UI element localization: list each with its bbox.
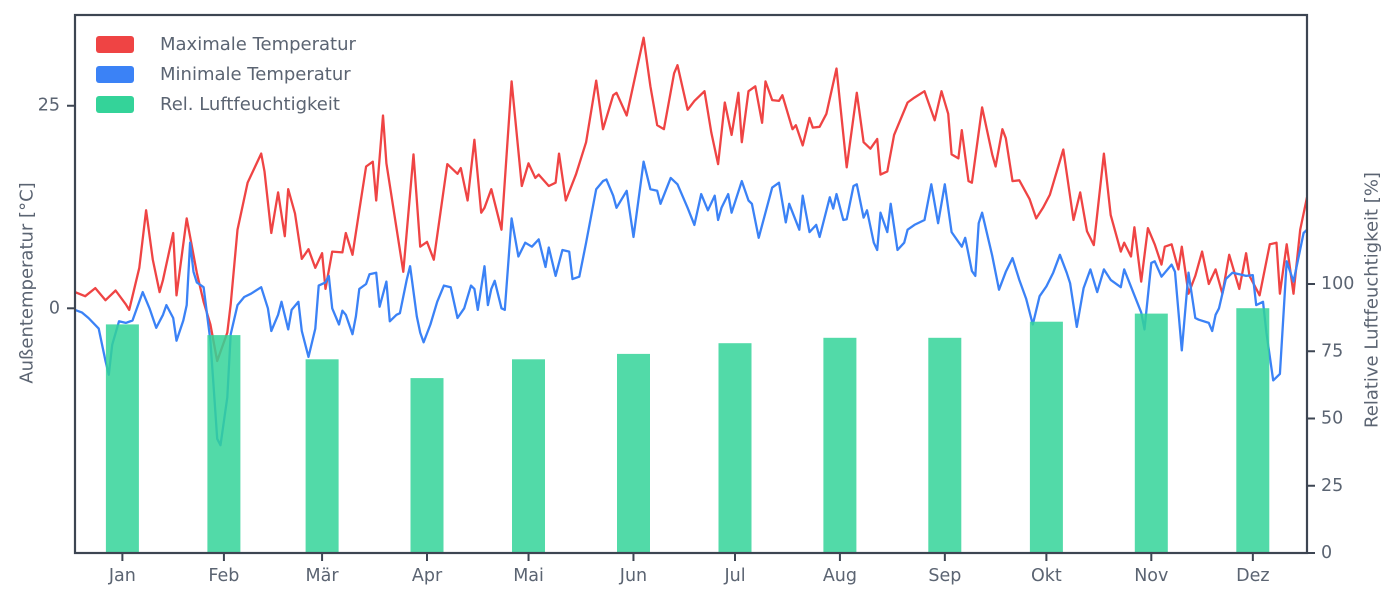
x-tick-label: Mär [306,566,340,586]
legend-label-min-temp: Minimale Temperatur [160,64,351,85]
x-tick-label: Okt [1031,566,1062,586]
x-tick-label: Sep [928,566,961,586]
max-temp-line [75,36,1307,363]
legend-item-max-temp: Maximale Temperatur [96,34,356,55]
right-tick-label: 100 [1321,274,1354,294]
legend-swatch-min-temp-icon [96,66,134,83]
right-tick-label: 25 [1321,476,1343,496]
left-tick-label: 0 [49,298,60,318]
humidity-bar [207,335,241,553]
x-tick-label: Feb [208,566,239,586]
humidity-bar [1236,308,1270,553]
x-tick-label: Dez [1236,566,1269,586]
left-tick-label: 25 [38,96,60,116]
humidity-bars [105,308,1270,553]
axes: 0 25 0 25 50 75 100 Jan Feb Mär Apr Mai Jun Jul Aug Sep… [38,96,1355,586]
min-temp-line [75,160,1307,447]
right-tick-label: 75 [1321,341,1343,361]
x-tick-label: Jan [108,566,136,586]
legend-item-humidity: Rel. Luftfeuchtigkeit [96,94,356,115]
right-axis-title: Relative Luftfeuchtigkeit [%] [1361,172,1383,428]
x-tick-label: Aug [823,566,857,586]
legend-label-max-temp: Maximale Temperatur [160,34,356,55]
x-tick-label: Jul [723,566,745,586]
legend: Maximale Temperatur Minimale Temperatur … [96,34,356,115]
humidity-bar [105,324,139,553]
humidity-bar [512,359,545,553]
humidity-bar [718,343,752,553]
legend-swatch-humidity-icon [96,96,134,113]
right-tick-label: 50 [1321,409,1343,429]
humidity-bar [1029,321,1063,553]
humidity-bar [305,359,339,553]
humidity-bar [928,337,962,553]
humidity-bar [617,353,650,553]
right-tick-label: 0 [1321,543,1332,563]
humidity-bar [823,337,857,553]
x-tick-label: Nov [1134,566,1168,586]
humidity-bar [1134,313,1168,553]
legend-swatch-max-temp-icon [96,36,134,53]
temperature-lines [75,36,1307,447]
x-tick-label: Apr [412,566,443,586]
humidity-bar [410,378,444,553]
x-tick-label: Jun [619,566,647,586]
legend-item-min-temp: Minimale Temperatur [96,64,356,85]
legend-label-humidity: Rel. Luftfeuchtigkeit [160,94,340,115]
left-axis-title: Außentemperatur [°C] [16,182,38,384]
x-tick-label: Mai [513,566,544,586]
